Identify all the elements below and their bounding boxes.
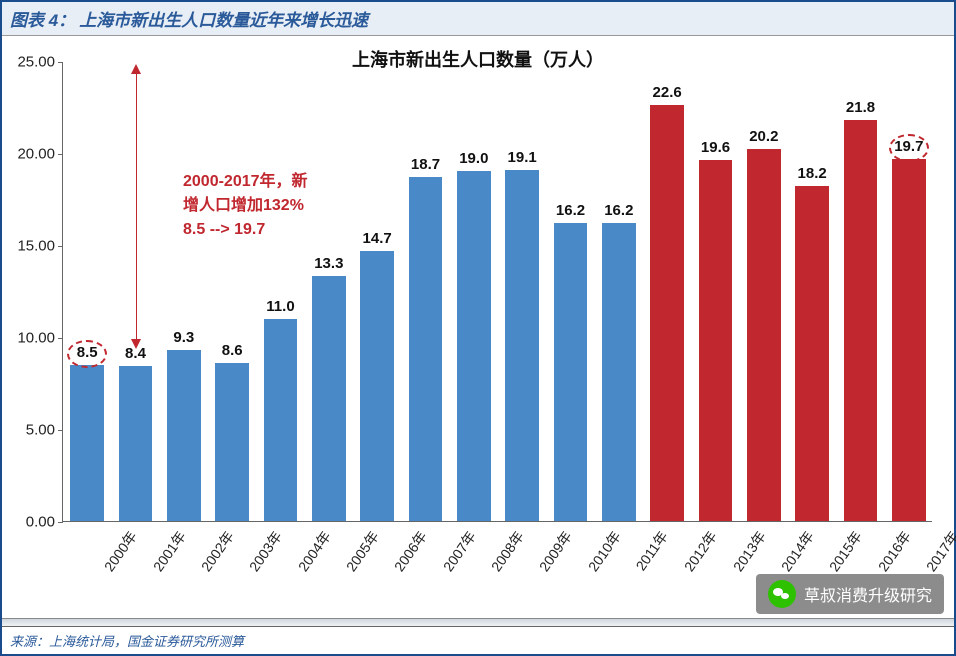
annotation-text: 2000-2017年，新增人口增加132%8.5 --> 19.7: [183, 170, 308, 242]
wechat-badge: 草叔消费升级研究: [756, 574, 944, 614]
bar: 16.2: [602, 223, 636, 521]
bar: 21.8: [844, 120, 878, 521]
xtick-label: 2010年: [583, 527, 625, 575]
annotation-line: 增人口增加132%: [183, 194, 308, 218]
ytick-label: 10.00: [17, 330, 63, 347]
highlight-circle: [67, 340, 107, 368]
bar: 19.0: [457, 171, 491, 521]
bar-value-label: 19.1: [508, 149, 537, 166]
bar: 18.7: [409, 177, 443, 521]
bar-value-label: 19.6: [701, 139, 730, 156]
xtick-label: 2001年: [148, 527, 190, 575]
bar-value-label: 21.8: [846, 99, 875, 116]
wechat-icon: [768, 580, 796, 608]
xtick-label: 2000年: [100, 527, 142, 575]
xtick-label: 2008年: [486, 527, 528, 575]
ytick-label: 20.00: [17, 146, 63, 163]
bar-value-label: 11.0: [266, 298, 294, 315]
bar: 8.6: [215, 363, 249, 521]
bars-group: 8.5 8.4 9.3 8.6 11.0 13.3 14.7 18.7 19.0 19.1 16.2…: [63, 62, 932, 521]
xtick-label: 2014年: [776, 527, 818, 575]
xtick-label: 2015年: [825, 527, 867, 575]
xtick-label: 2017年: [921, 527, 956, 575]
chart-number: 图表 4：: [10, 6, 75, 31]
bar-value-label: 13.3: [314, 255, 343, 272]
highlight-circle: [889, 134, 929, 162]
bar-value-label: 18.7: [411, 156, 440, 173]
bar: 19.7: [892, 159, 926, 521]
bar-value-label: 20.2: [749, 128, 778, 145]
chart-container: 图表 4： 上海市新出生人口数量近年来增长迅速 上海市新出生人口数量（万人） 8…: [0, 0, 956, 656]
source-label: 来源：上海统计局，国金证券研究所测算: [2, 626, 954, 654]
bar: 19.1: [505, 170, 539, 521]
xtick-label: 2016年: [873, 527, 915, 575]
bar-value-label: 9.3: [173, 329, 194, 346]
wechat-name: 草叔消费升级研究: [804, 582, 932, 606]
bar: 8.5: [70, 365, 104, 521]
bar-value-label: 19.0: [459, 150, 488, 167]
bar: 16.2: [554, 223, 588, 521]
annotation-arrow: [136, 66, 137, 339]
xtick-label: 2007年: [438, 527, 480, 575]
xtick-label: 2012年: [680, 527, 722, 575]
bar-value-label: 8.6: [222, 342, 243, 359]
bar: 8.4: [119, 366, 153, 521]
ytick-label: 25.00: [17, 54, 63, 71]
xtick-label: 2006年: [390, 527, 432, 575]
annotation-line: 8.5 --> 19.7: [183, 218, 308, 242]
bar: 9.3: [167, 350, 201, 521]
bar: 18.2: [795, 186, 829, 521]
bar: 20.2: [747, 149, 781, 521]
chart-heading: 上海市新出生人口数量近年来增长迅速: [79, 6, 368, 31]
bar: 14.7: [360, 251, 394, 521]
plot-area: 8.5 8.4 9.3 8.6 11.0 13.3 14.7 18.7 19.0 19.1 16.2…: [62, 62, 932, 522]
bar: 13.3: [312, 276, 346, 521]
xtick-label: 2005年: [341, 527, 383, 575]
bar: 19.6: [699, 160, 733, 521]
bar-value-label: 22.6: [653, 84, 682, 101]
xtick-label: 2004年: [293, 527, 335, 575]
source-divider: [2, 618, 954, 626]
title-bar: 图表 4： 上海市新出生人口数量近年来增长迅速: [2, 2, 954, 36]
bar-value-label: 14.7: [363, 230, 392, 247]
annotation-line: 2000-2017年，新: [183, 170, 308, 194]
bar: 11.0: [264, 319, 298, 521]
bar-value-label: 16.2: [604, 202, 633, 219]
bar-value-label: 18.2: [798, 165, 827, 182]
ytick-label: 15.00: [17, 238, 63, 255]
xtick-label: 2013年: [728, 527, 770, 575]
xtick-label: 2002年: [196, 527, 238, 575]
bar: 22.6: [650, 105, 684, 521]
xtick-label: 2009年: [535, 527, 577, 575]
bar-value-label: 16.2: [556, 202, 585, 219]
xtick-label: 2011年: [631, 527, 673, 575]
xtick-label: 2003年: [245, 527, 287, 575]
